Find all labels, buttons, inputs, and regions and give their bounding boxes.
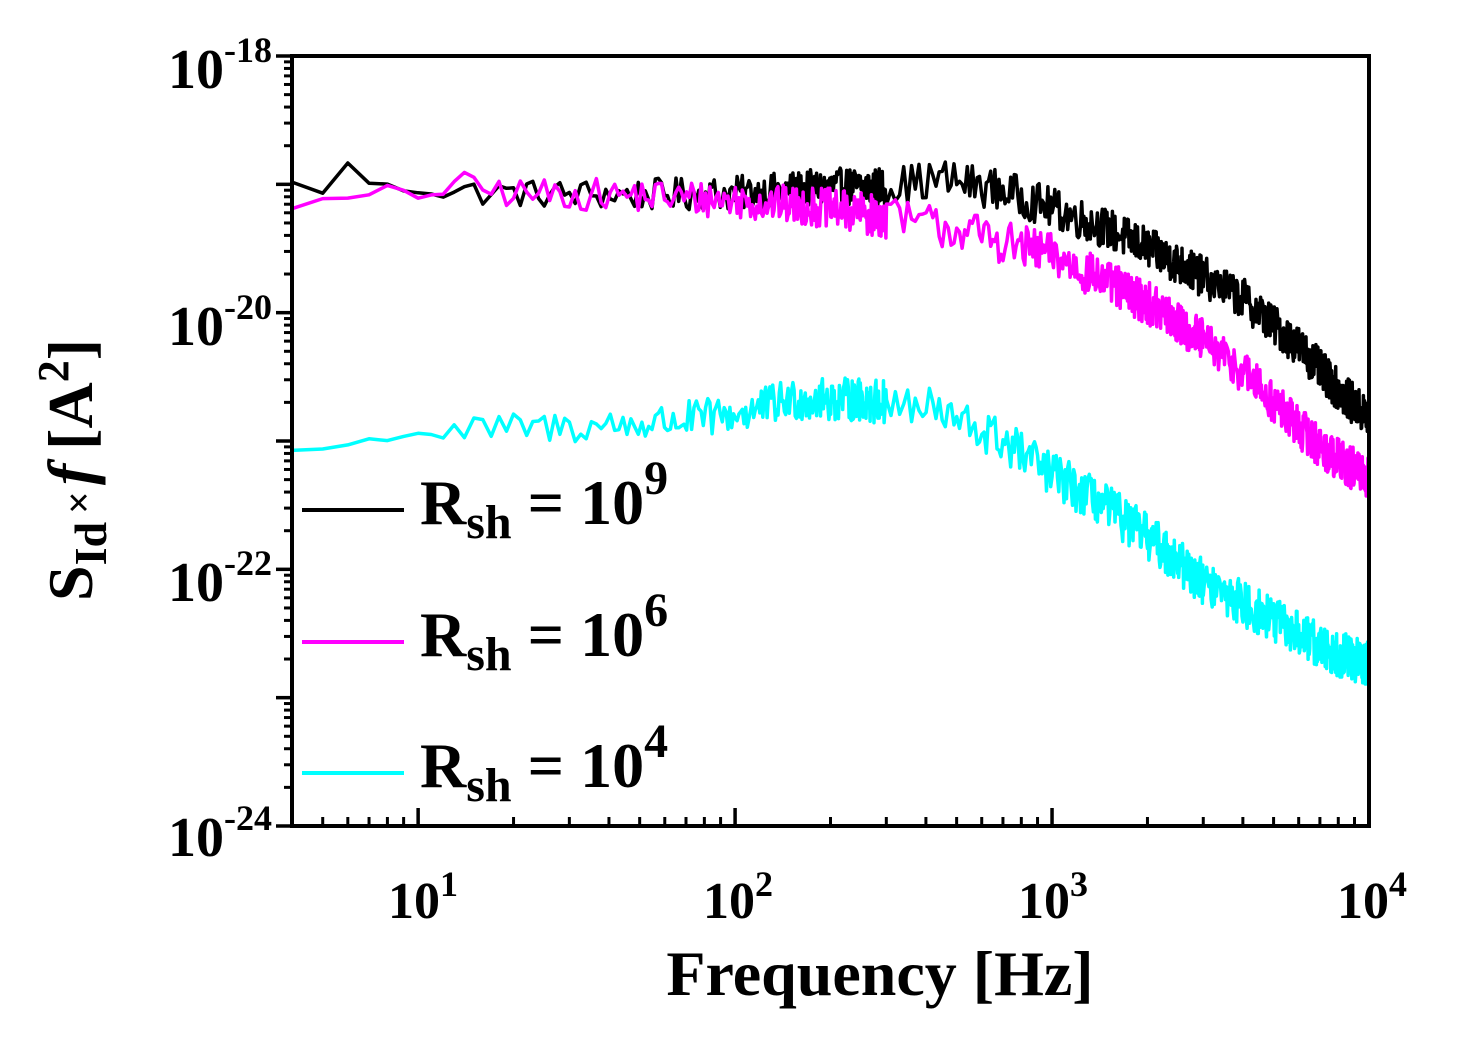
x-tick-labels: 101 102 103 104	[388, 864, 1407, 930]
legend: Rsh = 109 Rsh = 106 Rsh = 104	[302, 452, 668, 812]
series-line-1	[291, 170, 1371, 498]
y-tick-label: 10-22	[168, 543, 272, 614]
y-tick-labels: 10-18 10-20 10-22 10-24	[168, 30, 272, 869]
series-layer	[291, 160, 1371, 686]
legend-label-rsh-1e9: Rsh = 109	[420, 452, 668, 549]
x-tick-label: 103	[1018, 864, 1088, 930]
series-line-0	[291, 160, 1371, 434]
series-line-2	[291, 376, 1371, 686]
major-tick-layer	[276, 54, 1371, 828]
y-tick-label: 10-20	[168, 287, 272, 358]
y-tick-label: 10-18	[168, 30, 272, 101]
x-tick-label: 104	[1337, 864, 1407, 930]
y-tick-label: 10-24	[168, 798, 272, 869]
x-tick-label: 101	[388, 864, 458, 930]
legend-label-rsh-1e6: Rsh = 106	[420, 584, 668, 681]
legend-label-rsh-1e4: Rsh = 104	[420, 715, 668, 812]
x-axis-label: Frequency [Hz]	[666, 938, 1093, 1009]
x-tick-label: 102	[703, 864, 773, 930]
minor-tick-layer	[284, 60, 1356, 826]
